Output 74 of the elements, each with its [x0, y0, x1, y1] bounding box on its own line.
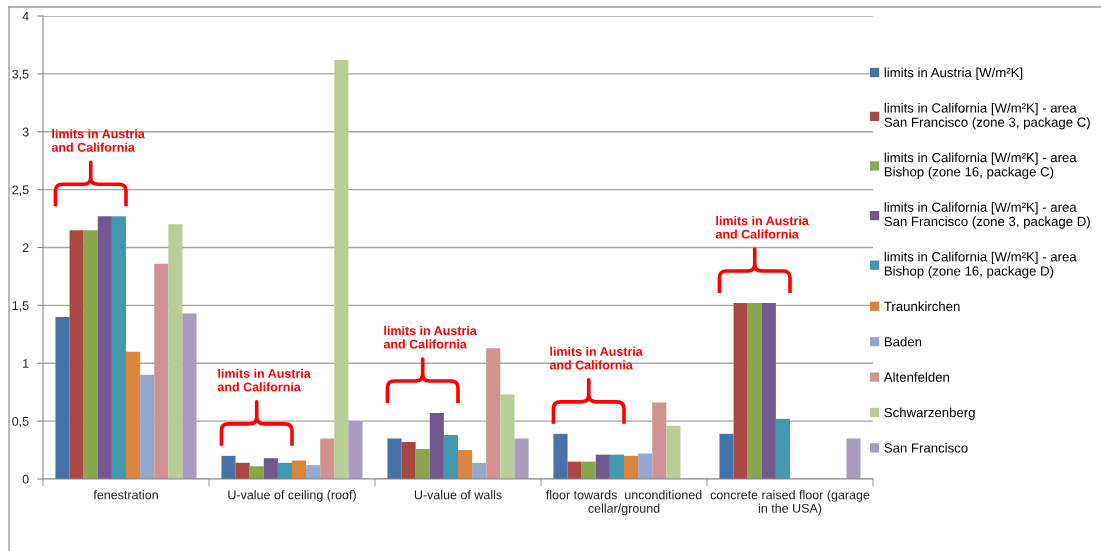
bar [277, 462, 292, 479]
bar [401, 441, 416, 479]
bar [458, 450, 473, 479]
y-tick-label: 3 [22, 127, 29, 137]
x-tick-label: fenestration [93, 490, 158, 500]
y-tick-label: 2 [22, 243, 29, 253]
annotation: limits in Austria and California [51, 129, 145, 152]
bar [846, 438, 861, 479]
bar [638, 453, 653, 479]
x-tick-label: U-value of walls [414, 490, 502, 500]
bar [221, 455, 236, 479]
bar [624, 455, 639, 479]
bar [567, 461, 582, 479]
bar [154, 263, 169, 479]
bar [348, 421, 363, 479]
bar [609, 454, 624, 479]
bar [140, 374, 155, 479]
bar [500, 394, 515, 479]
bar [55, 316, 70, 479]
x-tick-label: concrete raised floor (garage in the USA) [710, 490, 870, 516]
bar [263, 458, 278, 479]
bar [652, 402, 667, 479]
y-tick-label: 1 [23, 359, 29, 368]
y-tick-label: 1,5 [12, 301, 29, 312]
bar [775, 418, 790, 479]
bar [320, 438, 335, 479]
bar [429, 413, 444, 479]
bar [182, 313, 197, 479]
legend-label: limits in Austria [W/m²K] [884, 67, 1023, 80]
bar [235, 462, 250, 479]
bar [553, 433, 568, 479]
annotation: limits in Austria and California [217, 368, 311, 392]
bar [126, 351, 141, 479]
legend-label: limits in California [W/m²K] - area San Francisco (zone 3, package D) [884, 202, 1090, 229]
bar [415, 448, 430, 479]
y-tick-label: 0,5 [12, 416, 29, 428]
annotation: limits in Austria and California [715, 215, 809, 239]
bar [292, 460, 307, 479]
bar [306, 465, 321, 479]
bar [472, 462, 487, 479]
legend-label: limits in California [W/m²K] - area Bishop (zone 16, package D) [884, 251, 1077, 279]
bar [514, 438, 529, 479]
y-tick-label: 3,5 [12, 69, 29, 80]
bar [719, 433, 734, 479]
bar [111, 216, 126, 479]
bar [168, 224, 183, 479]
x-tick-label: U-value of ceiling (roof) [228, 490, 356, 502]
legend-label: limits in California [W/m²K] - area Bishop (zone 16, package C) [884, 152, 1077, 180]
annotation: limits in Austria and California [549, 346, 643, 370]
bar [747, 303, 762, 479]
legend-label: San Francisco [884, 442, 968, 453]
bar [83, 230, 98, 479]
legend-label: Baden [884, 336, 922, 347]
legend-label: Schwarzenberg [884, 407, 975, 420]
bar [595, 454, 610, 479]
y-tick-label: 0 [22, 474, 29, 484]
bar [249, 466, 264, 479]
bar [733, 303, 748, 479]
legend-label: Traunkirchen [884, 301, 960, 312]
y-tick-label: 2,5 [12, 185, 29, 196]
y-tick-label: 4 [22, 11, 29, 21]
bar [761, 303, 776, 479]
legend-label: Altenfelden [883, 372, 949, 382]
bar [443, 435, 458, 479]
bar [97, 216, 112, 479]
bar [581, 461, 596, 479]
bar [69, 230, 84, 479]
x-tick-label: floor towards unconditioned cellar/ground [546, 490, 702, 516]
legend-label: limits in California [W/m²K] - area San Francisco (zone 3, package C) [884, 102, 1090, 130]
bar [334, 59, 349, 479]
bar [387, 438, 402, 479]
bar [666, 425, 681, 479]
annotation: limits in Austria and California [383, 325, 477, 349]
bar [486, 348, 501, 479]
